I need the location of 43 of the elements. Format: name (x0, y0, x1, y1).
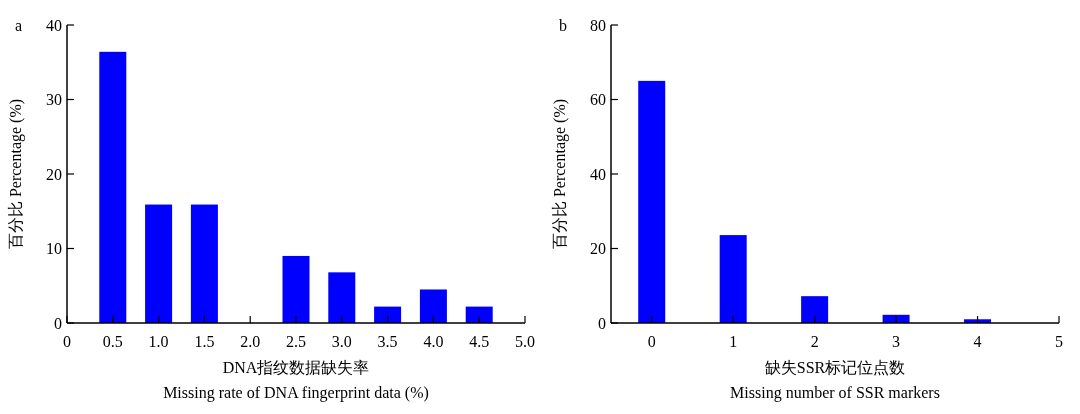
y-tick-label: 10 (46, 240, 62, 257)
y-tick-label: 30 (46, 91, 62, 108)
x-tick-label: 2.5 (286, 333, 306, 350)
x-tick-label: 0.5 (102, 333, 123, 350)
bar (374, 306, 402, 323)
x-tick-label: 5 (1055, 333, 1063, 350)
x-tick-label: 3.5 (377, 333, 398, 350)
x-axis-title: DNA指纹数据缺失率 Missing rate of DNA fingerprint data (%) (163, 359, 429, 402)
x-tick-label: 2 (810, 333, 819, 350)
bar (719, 235, 747, 323)
y-tick-label: 40 (590, 165, 606, 183)
y-tick-label: 40 (46, 16, 62, 34)
y-axis-title: 百分比 Percentage (%) (551, 98, 569, 250)
y-axis-title: 百分比 Percentage (%) (7, 98, 25, 250)
x-tick-label: 1.5 (194, 333, 215, 350)
x-tick-label: 4 (973, 333, 982, 350)
x-tick-label: 3 (892, 333, 901, 350)
x-tick-label: 1.0 (148, 333, 169, 350)
x-axis-title: 缺失SSR标记位点数 Missing number of SSR markers (730, 359, 940, 402)
x-tick-label: 5.0 (515, 333, 535, 350)
x-tick-label: 2.0 (240, 333, 261, 350)
bar (282, 255, 310, 323)
chart-title: b (559, 17, 567, 34)
bar (145, 204, 173, 323)
y-tick-label: 0 (54, 314, 62, 332)
x-tick-label: 0 (647, 333, 656, 350)
y-tick-label: 20 (590, 240, 606, 257)
bar (328, 272, 356, 323)
bar (190, 204, 218, 323)
x-tick-label: 4.0 (423, 333, 444, 350)
y-tick-label: 60 (590, 91, 606, 108)
bar (419, 289, 447, 323)
x-tick-label: 4.5 (469, 333, 490, 350)
bar (801, 296, 829, 323)
y-tick-label: 80 (590, 16, 606, 34)
x-tick-label: 3.0 (331, 333, 352, 350)
bar (638, 80, 666, 323)
y-tick-label: 20 (46, 165, 62, 183)
bar (99, 51, 127, 323)
y-tick-label: 0 (598, 314, 606, 332)
chart-title: a (15, 17, 23, 34)
x-tick-label: 1 (729, 333, 738, 350)
bar (465, 306, 493, 323)
